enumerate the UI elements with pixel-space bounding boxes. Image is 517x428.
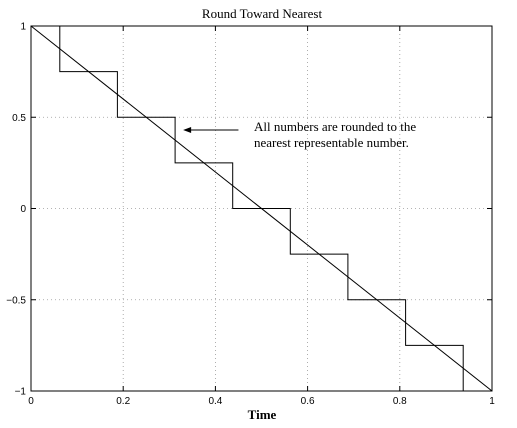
x-tick-label: 0.2: [116, 396, 130, 407]
y-tick-label: −0.5: [6, 295, 26, 306]
x-tick-label: 0: [28, 396, 34, 407]
x-tick-label: 1: [489, 396, 495, 407]
y-tick-label: −1: [15, 387, 27, 398]
chart-title: Round Toward Nearest: [202, 6, 323, 21]
annotation-arrow-head: [183, 127, 192, 134]
series-layer: [30, 25, 493, 392]
x-axis-label: Time: [248, 407, 277, 422]
step-series-line: [59, 26, 464, 391]
y-tick-label: 1: [20, 22, 26, 33]
x-tick-label: 0.4: [208, 396, 222, 407]
axis-ticks: 0 0.2 0.4 0.6 0.8 1 1 0.5 0 −0.5 −1: [6, 22, 495, 408]
gridlines: [31, 26, 492, 391]
annotation-line-2: nearest representable number.: [254, 135, 409, 150]
annotation-line-1: All numbers are rounded to the: [254, 119, 416, 134]
x-tick-label: 0.8: [393, 396, 407, 407]
x-tick-label: 0.6: [301, 396, 315, 407]
y-tick-label: 0: [20, 204, 26, 215]
annotation: All numbers are rounded to the nearest r…: [183, 119, 416, 150]
y-tick-label: 0.5: [12, 113, 26, 124]
